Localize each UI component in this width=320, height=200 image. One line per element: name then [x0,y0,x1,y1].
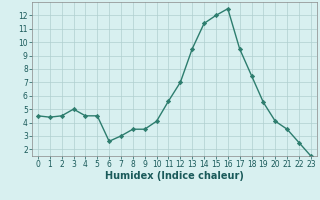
X-axis label: Humidex (Indice chaleur): Humidex (Indice chaleur) [105,171,244,181]
